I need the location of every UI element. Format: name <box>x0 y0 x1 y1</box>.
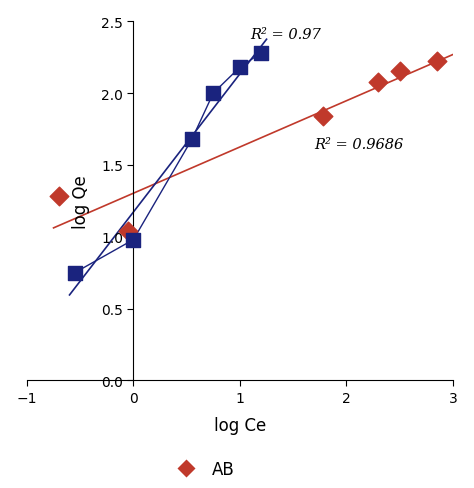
Point <box>124 227 132 235</box>
X-axis label: log Ce: log Ce <box>214 416 266 434</box>
Point <box>374 79 382 86</box>
Text: R² = 0.97: R² = 0.97 <box>251 28 321 42</box>
Point <box>396 68 403 76</box>
Legend: AB, AP: AB, AP <box>163 453 241 488</box>
Point <box>129 236 137 244</box>
Text: R² = 0.9686: R² = 0.9686 <box>314 137 404 151</box>
Point <box>210 90 217 98</box>
Point <box>433 59 441 66</box>
Point <box>188 136 196 143</box>
Point <box>257 50 265 58</box>
Point <box>319 113 327 121</box>
Point <box>236 64 244 72</box>
Point <box>55 193 63 201</box>
Point <box>71 269 79 277</box>
Y-axis label: log Qe: log Qe <box>72 175 90 228</box>
